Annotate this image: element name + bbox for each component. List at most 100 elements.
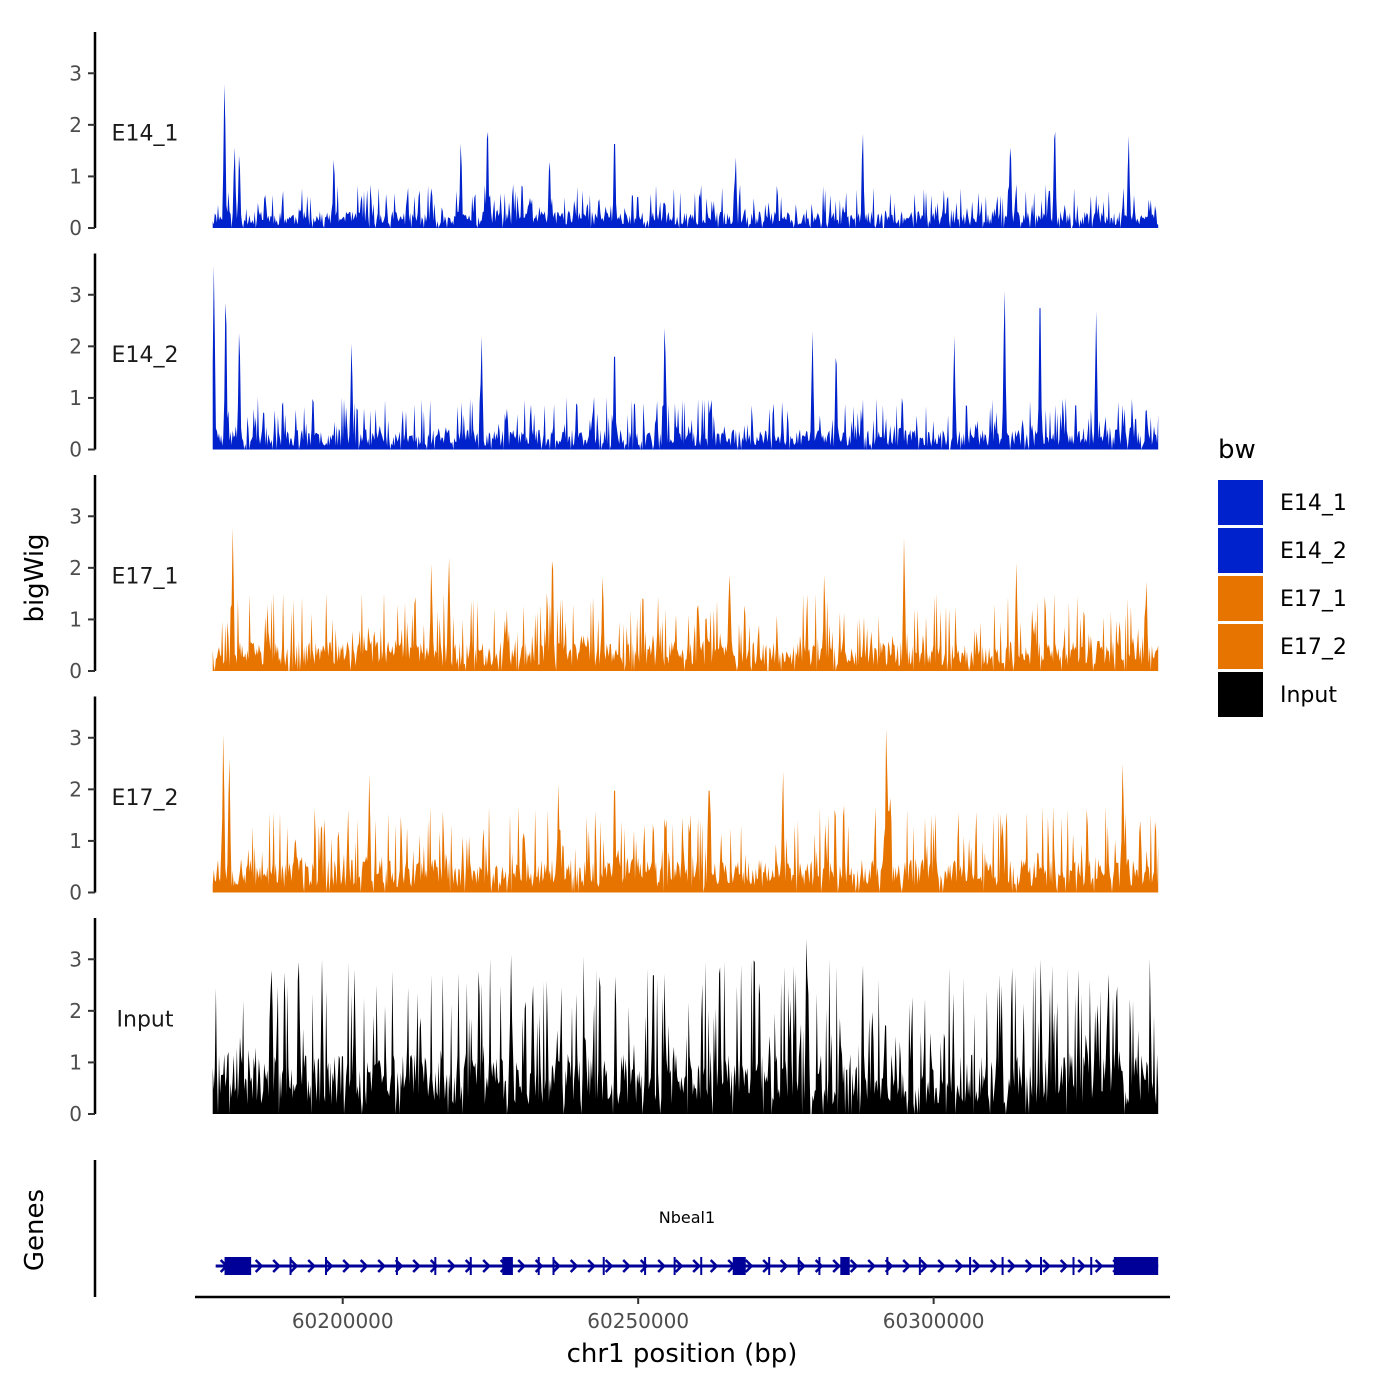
gene-track: Nbeal1 <box>93 1160 1159 1297</box>
legend-label-E17_1: E17_1 <box>1280 587 1347 612</box>
strand-arrow <box>1059 1259 1069 1273</box>
y-tick-label: 0 <box>69 659 82 683</box>
gene-exon <box>537 1257 540 1275</box>
gene-exon <box>1040 1257 1042 1275</box>
strand-arrow <box>1077 1259 1086 1273</box>
gene-exon <box>1072 1257 1075 1275</box>
track-E14_2: 0 1 2 3 E14_2 <box>69 253 1159 462</box>
gene-exon <box>469 1257 472 1275</box>
gene-exon <box>502 1257 513 1275</box>
coverage-area-E14_1 <box>212 84 1159 228</box>
gene-exon <box>224 1257 252 1275</box>
strand-arrow <box>1094 1259 1104 1273</box>
strand-arrow <box>744 1259 754 1273</box>
strand-arrow <box>849 1259 859 1273</box>
legend: bw E14_1 E14_2 E17_1 E17_2 Input <box>1218 435 1347 717</box>
gene-exon <box>768 1257 771 1275</box>
coverage-area-E17_1 <box>212 528 1159 671</box>
gene-exon <box>673 1257 676 1275</box>
strand-arrow <box>639 1259 649 1273</box>
strand-arrow <box>674 1259 684 1273</box>
y-tick-label: 3 <box>69 947 82 971</box>
gene-exon <box>325 1257 327 1275</box>
strand-arrow <box>377 1259 386 1273</box>
strand-arrow <box>797 1259 806 1273</box>
y-tick-label: 2 <box>69 334 82 358</box>
legend-swatch-E17_2 <box>1218 624 1263 669</box>
x-tick-label: 60250000 <box>587 1309 689 1333</box>
strand-arrow <box>569 1259 579 1273</box>
strand-arrow <box>587 1259 596 1273</box>
gene-exon <box>395 1257 398 1275</box>
legend-label-Input: Input <box>1280 683 1337 708</box>
strand-arrow <box>604 1259 614 1273</box>
y-tick-label: 3 <box>69 283 82 307</box>
gene-exon <box>644 1257 647 1275</box>
legend-label-E17_2: E17_2 <box>1280 635 1347 660</box>
strand-arrow <box>989 1259 999 1273</box>
gene-exon <box>818 1257 821 1275</box>
strand-arrow <box>814 1259 824 1273</box>
gene-exon <box>434 1257 437 1275</box>
x-axis: 60200000 60250000 60300000 <box>195 1295 1170 1333</box>
y-tick-label: 0 <box>69 216 82 240</box>
strand-arrow <box>272 1259 281 1273</box>
gene-exon <box>1090 1257 1093 1275</box>
strand-arrow <box>447 1259 456 1273</box>
track-label: E17_2 <box>112 786 179 811</box>
y-tick-label: 2 <box>69 999 82 1023</box>
gene-exon <box>918 1257 921 1275</box>
x-axis-title: chr1 position (bp) <box>567 1339 798 1369</box>
strand-arrow <box>779 1259 789 1273</box>
strand-arrow <box>342 1259 351 1273</box>
strand-arrow <box>517 1259 526 1273</box>
strand-arrow <box>307 1259 316 1273</box>
gene-exon <box>602 1257 605 1275</box>
strand-arrow <box>482 1259 491 1273</box>
y-tick-label: 1 <box>69 829 82 853</box>
track-E17_1: 0 1 2 3 E17_1 <box>69 475 1159 683</box>
y-tick-label: 1 <box>69 607 82 631</box>
strand-arrow <box>972 1259 981 1273</box>
y-tick-label: 0 <box>69 881 82 905</box>
strand-arrow <box>622 1259 631 1273</box>
strand-arrow <box>954 1259 964 1273</box>
legend-swatch-E14_1 <box>1218 480 1263 525</box>
gene-exon <box>732 1257 746 1275</box>
y-tick-label: 3 <box>69 726 82 750</box>
x-tick-label: 60300000 <box>883 1309 985 1333</box>
track-Input: 0 1 2 3 Input <box>69 918 1159 1126</box>
gene-exon <box>700 1257 703 1275</box>
gene-track-title: Genes <box>20 1189 50 1271</box>
strand-arrow <box>254 1259 264 1273</box>
strand-arrow <box>867 1259 876 1273</box>
legend-label-E14_2: E14_2 <box>1280 539 1347 564</box>
coverage-area-E17_2 <box>212 728 1159 893</box>
strand-arrow <box>902 1259 911 1273</box>
strand-arrow <box>1007 1259 1016 1273</box>
track-label: E14_1 <box>112 122 179 147</box>
y-tick-label: 0 <box>69 1102 82 1126</box>
track-label: Input <box>117 1008 174 1033</box>
x-tick-label: 60200000 <box>292 1309 394 1333</box>
strand-arrow <box>1042 1259 1051 1273</box>
legend-label-E14_1: E14_1 <box>1280 491 1347 516</box>
coverage-area-Input <box>212 939 1159 1114</box>
gene-exon <box>1113 1257 1159 1275</box>
y-tick-label: 2 <box>69 556 82 580</box>
y-tick-label: 3 <box>69 61 82 85</box>
strand-arrow <box>692 1259 701 1273</box>
gene-exon <box>552 1257 555 1275</box>
strand-arrow <box>324 1259 334 1273</box>
strand-arrow <box>552 1259 561 1273</box>
y-tick-label: 2 <box>69 777 82 801</box>
strand-arrow <box>919 1259 929 1273</box>
coverage-area-E14_2 <box>212 265 1159 450</box>
gene-exon <box>797 1257 800 1275</box>
track-panels: 0 1 2 3 E14_1 0 1 2 3 E14_2 0 1 2 3 E17_1 0 1 2 3 E17_2 0 1 2 3… <box>69 32 1159 1126</box>
legend-swatch-E17_1 <box>1218 576 1263 621</box>
track-E14_1: 0 1 2 3 E14_1 <box>69 32 1159 240</box>
y-tick-label: 0 <box>69 438 82 462</box>
y-tick-label: 1 <box>69 164 82 188</box>
gene-name-label: Nbeal1 <box>659 1208 715 1227</box>
